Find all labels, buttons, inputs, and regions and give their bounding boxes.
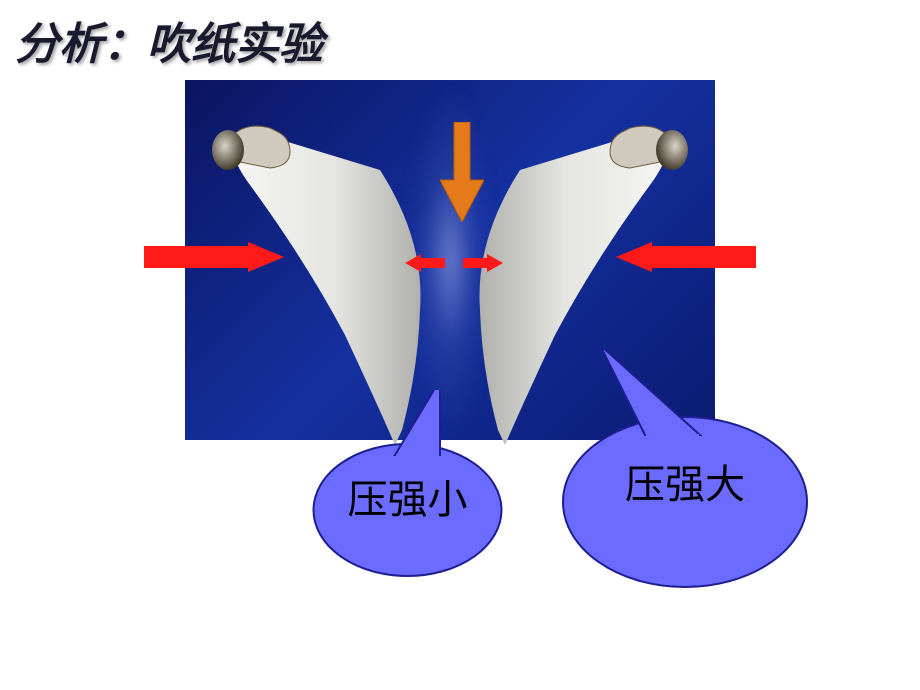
- arrow-inner-right-svg: [463, 254, 503, 272]
- bubble-low-pressure: 压强小: [310, 390, 505, 580]
- arrow-inner-left: [405, 254, 445, 272]
- arrow-outer-left: [144, 242, 284, 272]
- arrow-outer-right-svg: [616, 242, 756, 272]
- arrow-down-svg: [440, 122, 484, 222]
- arrow-down: [440, 122, 484, 222]
- arrow-outer-right: [616, 242, 756, 272]
- bubble-high-pressure-label: 压强大: [625, 432, 745, 508]
- bubble-high-pressure: 压强大: [560, 350, 810, 590]
- bubble-low-pressure-label: 压强小: [348, 447, 468, 523]
- arrow-inner-left-svg: [405, 254, 445, 272]
- page-title: 分析：吹纸实验: [15, 8, 323, 72]
- arrow-inner-right: [463, 254, 503, 272]
- arrow-outer-left-svg: [144, 242, 284, 272]
